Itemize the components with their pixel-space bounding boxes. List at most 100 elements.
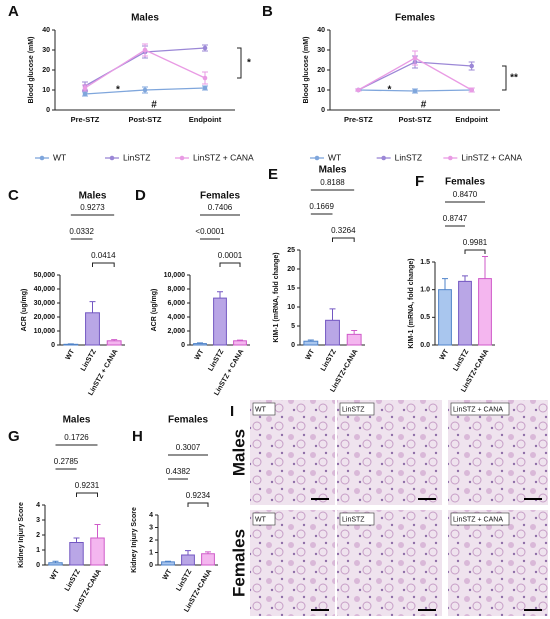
error-bar [197,342,203,344]
error-bar [217,291,223,299]
y-tick-label: 0.5 [420,314,430,321]
x-tick-label: LinSTZ [175,568,193,593]
histology-image [250,510,335,616]
x-tick-label: LinSTZ [80,348,98,373]
panel-letter: A [8,3,19,20]
y-tick-label: 2,000 [167,328,185,335]
x-tick-label: Post-STZ [399,115,432,124]
y-tick-label: 10 [317,87,325,94]
x-tick-label: Pre-STZ [344,115,373,124]
bar [48,562,63,566]
significance-mark: * [388,85,392,96]
chart-title: Males [131,13,159,24]
y-axis-label: ACR (ug/mg) [151,289,158,332]
data-point [202,45,208,51]
significance-mark: ** [510,73,518,84]
legend-label: LinSTZ + CANA [193,152,254,162]
y-tick-label: 1 [36,547,40,554]
error-bar [165,560,171,562]
p-value: 0.3007 [176,443,201,452]
bar [213,297,227,346]
p-value: 0.8470 [453,190,478,199]
legend-marker [39,155,45,161]
histology-image [337,400,442,505]
data-point [412,88,418,94]
y-tick-label: 40 [317,27,325,34]
y-tick-label: 0 [36,562,40,569]
p-value: 0.4382 [166,467,191,476]
x-tick-label: LinSTZ [452,348,470,373]
comparison-bracket [464,249,486,254]
y-tick-label: 10,000 [34,328,56,335]
y-tick-label: 10,000 [164,272,186,279]
legend-label: WT [328,152,341,162]
histology-image [337,510,442,616]
significance-bracket [237,47,242,79]
bar [63,343,79,346]
error-bar [307,339,314,342]
y-tick-label: 0 [51,342,55,349]
y-tick-label: 30,000 [34,300,56,307]
y-tick-label: 25 [287,247,295,254]
panel-letter: G [8,428,20,445]
p-value: 0.2785 [54,457,79,466]
data-point [356,87,361,93]
error-bar [205,551,211,554]
x-tick-label: Pre-STZ [71,115,100,124]
error-bar [462,275,468,282]
y-tick-label: 4,000 [167,314,185,321]
error-bar [94,524,101,538]
chart-title: Males [63,415,91,426]
x-tick-label: WT [305,348,317,362]
y-tick-label: 1.0 [420,287,430,294]
p-value: 0.1726 [64,433,89,442]
error-bar [52,560,59,563]
error-bar [482,255,488,279]
image-label-box [450,512,510,526]
y-tick-label: 4 [149,512,153,519]
legend-label: LinSTZ [395,152,422,162]
comparison-bracket [92,262,115,267]
bar [69,542,84,566]
row-label: Females [229,529,248,597]
histology-image [448,510,548,616]
bar [106,340,122,346]
bar [201,553,215,566]
y-tick-label: 3 [149,524,153,531]
y-tick-label: 10 [287,304,295,311]
error-bar [442,278,448,290]
bar [438,289,452,346]
significance-bracket [502,65,507,91]
legend-label: WT [53,152,66,162]
y-tick-label: 40 [42,27,50,34]
y-tick-label: 10 [42,87,50,94]
data-point [82,91,88,97]
y-tick-label: 5 [291,323,295,330]
x-tick-label: WT [162,568,174,582]
panel-letter: D [135,187,146,204]
image-label: WT [255,516,267,523]
x-tick-label: LinSTZ [320,348,338,373]
bar [181,554,195,566]
x-tick-label: Endpoint [189,115,222,124]
p-value: 0.9231 [75,481,100,490]
legend-marker [109,155,115,161]
x-tick-label: WT [439,348,451,362]
data-point [469,87,474,93]
comparison-bracket [76,492,98,497]
row-label: Males [229,429,248,476]
x-tick-label: LinSTZ [207,348,225,373]
y-axis-label: Kidney Injury Score [131,507,138,573]
y-tick-label: 1.5 [420,259,430,266]
image-label: LinSTZ + CANA [453,516,503,523]
y-axis-label: Blood glucose (mM) [303,37,310,104]
legend-marker [448,155,453,161]
y-tick-label: 6,000 [167,300,185,307]
bar [478,278,492,346]
y-tick-label: 3 [36,517,40,524]
image-label-box [450,402,510,416]
bar [193,343,207,346]
x-tick-label: WT [65,348,77,362]
bar [346,333,362,346]
